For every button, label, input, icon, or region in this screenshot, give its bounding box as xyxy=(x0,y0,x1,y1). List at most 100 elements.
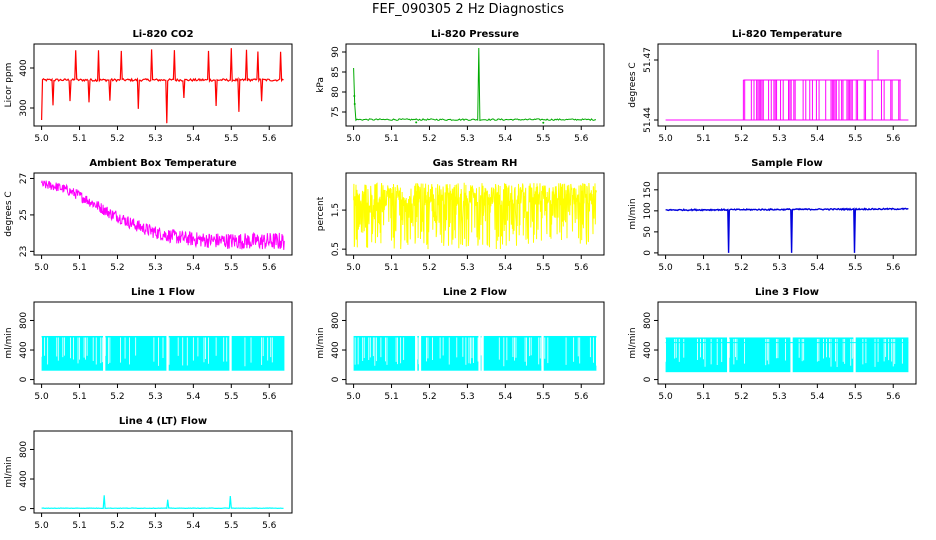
flow-band xyxy=(543,335,597,371)
y-axis-label: ml/min xyxy=(316,327,326,358)
y-axis-label: ml/min xyxy=(4,327,14,358)
x-tick-label: 5.2 xyxy=(422,263,436,273)
x-tick-label: 5.2 xyxy=(734,392,748,402)
x-tick-label: 5.3 xyxy=(460,263,474,273)
flow-band xyxy=(855,337,909,373)
plot-frame xyxy=(33,430,293,514)
x-tick-label: 5.3 xyxy=(148,263,162,273)
panel-title: Line 1 Flow xyxy=(131,287,195,298)
panel-8: Line 2 Flow ml/min 5.0 5.1 5.2 5.3 5.4 5.5 5.6 0 4… xyxy=(316,287,605,402)
panel-title: Gas Stream RH xyxy=(433,158,518,169)
panel-title: Li-820 Temperature xyxy=(732,29,842,40)
y-tick-label: 400 xyxy=(643,341,653,358)
x-tick-label: 5.3 xyxy=(772,263,786,273)
x-tick-label: 5.0 xyxy=(34,134,49,144)
flow-band xyxy=(729,337,791,373)
y-tick-label: 51.44 xyxy=(643,107,653,133)
pressure-point xyxy=(353,103,356,105)
y-tick-label: 25 xyxy=(19,209,29,220)
panel-title: Li-820 Pressure xyxy=(431,29,519,40)
y-tick-label: 0 xyxy=(643,376,653,382)
y-tick-label: 400 xyxy=(19,470,29,487)
x-tick-label: 5.6 xyxy=(574,392,589,402)
rh-series xyxy=(353,182,597,250)
x-tick-label: 5.5 xyxy=(224,392,238,402)
data-layer xyxy=(353,335,597,371)
y-tick-label: 90 xyxy=(331,46,341,58)
y-tick-label: 800 xyxy=(19,441,29,458)
x-tick-label: 5.0 xyxy=(658,134,673,144)
plot-frame xyxy=(657,172,917,256)
x-tick-label: 5.6 xyxy=(262,263,277,273)
y-tick-label: 50 xyxy=(643,226,653,238)
y-tick-label: 400 xyxy=(19,59,29,76)
y-tick-label: 23 xyxy=(19,246,29,257)
x-tick-label: 5.0 xyxy=(34,521,49,531)
x-tick-label: 5.1 xyxy=(72,392,86,402)
y-axis-label: kPa xyxy=(316,77,326,93)
x-tick-label: 5.0 xyxy=(346,134,361,144)
panel-10: Line 4 (LT) Flow ml/min 5.0 5.1 5.2 5.3 5.4 5.5… xyxy=(4,416,293,531)
y-tick-label: 800 xyxy=(643,312,653,329)
x-tick-label: 5.2 xyxy=(110,134,124,144)
x-tick-label: 5.6 xyxy=(886,263,901,273)
data-layer xyxy=(665,50,909,121)
x-tick-label: 5.4 xyxy=(810,263,825,273)
y-tick-label: 1.5 xyxy=(331,203,341,217)
y-axis-label: ml/min xyxy=(628,198,638,229)
y-tick-label: 400 xyxy=(19,341,29,358)
data-layer xyxy=(41,48,284,124)
y-axis-label: ml/min xyxy=(4,456,14,487)
x-tick-label: 5.2 xyxy=(422,392,436,402)
y-tick-label: 0.5 xyxy=(331,242,341,256)
x-tick-label: 5.0 xyxy=(346,392,361,402)
x-tick-label: 5.5 xyxy=(848,134,862,144)
data-layer xyxy=(353,182,597,250)
data-layer xyxy=(41,335,285,371)
x-tick-label: 5.6 xyxy=(886,392,901,402)
co2-series xyxy=(41,48,284,124)
plot-frame xyxy=(657,301,917,385)
y-tick-label: 100 xyxy=(643,202,653,219)
panel-title: Line 2 Flow xyxy=(443,287,507,298)
y-axis-label: degrees C xyxy=(628,62,638,107)
x-tick-label: 5.6 xyxy=(262,134,277,144)
y-tick-label: 85 xyxy=(331,66,341,77)
sample-series xyxy=(665,207,909,253)
y-tick-label: 75 xyxy=(331,106,341,117)
x-tick-label: 5.6 xyxy=(262,392,277,402)
x-tick-label: 5.1 xyxy=(696,263,710,273)
x-tick-label: 5.4 xyxy=(498,392,513,402)
data-layer xyxy=(665,207,909,253)
x-tick-label: 5.1 xyxy=(72,263,86,273)
ambient-series xyxy=(41,180,285,250)
pressure-point xyxy=(542,121,545,124)
x-tick-label: 5.4 xyxy=(186,521,201,531)
x-tick-label: 5.3 xyxy=(148,521,162,531)
panel-title: Ambient Box Temperature xyxy=(89,158,236,169)
x-tick-label: 5.5 xyxy=(536,134,550,144)
plot-frame xyxy=(33,172,293,256)
y-axis-label: percent xyxy=(316,196,326,231)
panel-title: Line 4 (LT) Flow xyxy=(119,416,207,427)
flow-band xyxy=(41,335,104,371)
panel-title: Line 3 Flow xyxy=(755,287,819,298)
y-tick-label: 51.47 xyxy=(643,47,653,73)
panel-5: Gas Stream RH percent 5.0 5.1 5.2 5.3 5.4 5.5 5.… xyxy=(316,158,605,273)
y-tick-label: 150 xyxy=(643,181,653,198)
y-tick-label: 80 xyxy=(331,86,341,98)
y-axis-label: ml/min xyxy=(628,327,638,358)
panel-4: Ambient Box Temperature degrees C 5.0 5.1 5.… xyxy=(4,158,293,273)
plot-frame xyxy=(33,301,293,385)
panel-title: Sample Flow xyxy=(751,158,823,169)
x-tick-label: 5.1 xyxy=(696,392,710,402)
x-tick-label: 5.2 xyxy=(110,392,124,402)
x-tick-label: 5.3 xyxy=(772,392,786,402)
x-tick-label: 5.2 xyxy=(110,521,124,531)
y-tick-label: 800 xyxy=(19,312,29,329)
flow-band xyxy=(168,335,230,371)
y-tick-label: 400 xyxy=(331,341,341,358)
plot-frame xyxy=(345,301,605,385)
panel-2: Li-820 Pressure kPa 5.0 5.1 5.2 5.3 5.4 5.5 5.6 7… xyxy=(316,29,605,144)
